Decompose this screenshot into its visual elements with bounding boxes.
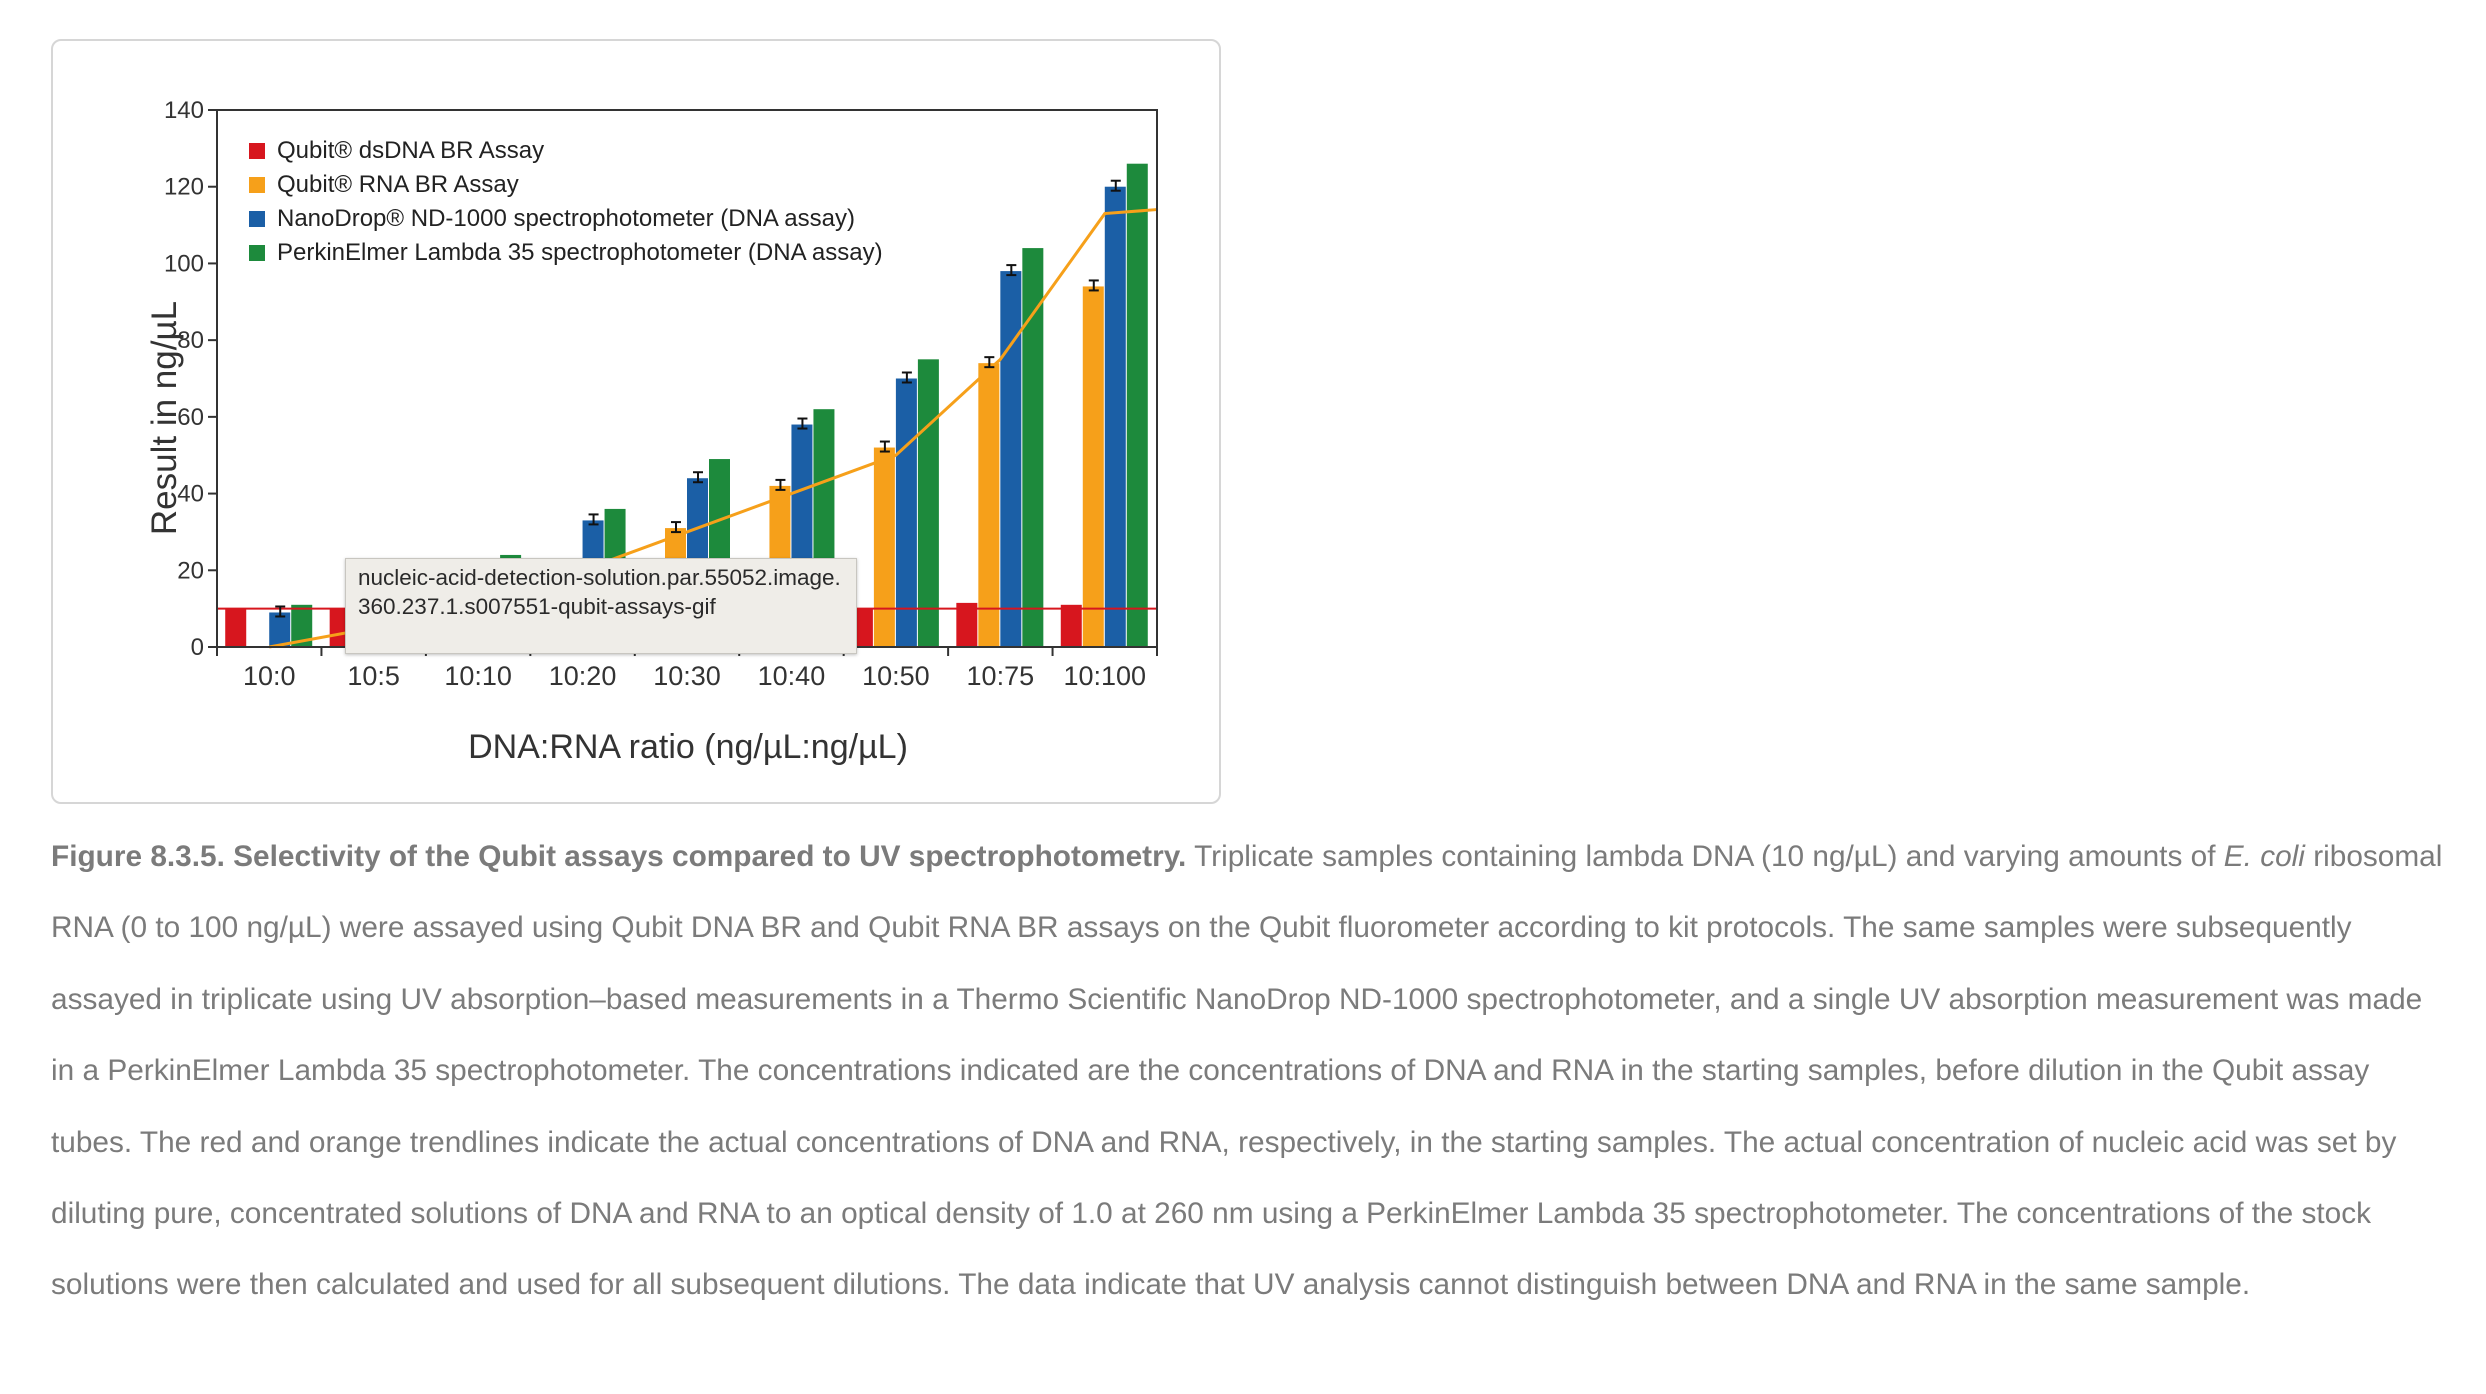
bar-series2-10-75 [978,363,1000,647]
error-bar-series3-9 [1110,179,1121,192]
y-tick-label-0: 0 [191,634,204,661]
x-tick-label-10-0: 10:0 [243,661,296,691]
error-bar-series3-1 [275,605,286,618]
legend-swatch-2 [249,177,265,193]
legend-swatch-1 [249,143,265,159]
legend-swatch-3 [249,211,265,227]
y-tick-label-120: 120 [164,174,204,201]
x-tick-label-10-30: 10:30 [653,661,721,691]
x-tick-label-10-10: 10:10 [444,661,512,691]
bar-series2-10-50 [873,447,895,647]
legend-label-3: NanoDrop® ND-1000 spectrophotometer (DNA… [277,205,855,232]
y-tick-label-20: 20 [177,557,204,584]
error-bar-series3-8 [1006,264,1017,277]
bar-series1-10-50 [851,608,873,647]
bar-series4-10-100 [1126,163,1148,647]
caption-text-2: ribosomal RNA (0 to 100 ng/µL) were assa… [51,840,2443,1302]
x-tick-label-10-5: 10:5 [347,661,400,691]
x-tick-label-10-40: 10:40 [758,661,826,691]
bar-series2-10-100 [1082,286,1104,647]
image-tooltip: nucleic-acid-detection-solution.par.5505… [345,558,857,654]
bar-series1-10-0 [225,608,247,647]
bar-series1-10-75 [956,602,978,647]
bar-series3-10-75 [1000,271,1022,647]
bar-series4-10-75 [1022,248,1044,648]
error-bar-series3-7 [901,371,912,384]
x-tick-label-10-20: 10:20 [549,661,617,691]
bar-series3-10-0 [269,612,291,647]
y-tick-label-60: 60 [177,404,204,431]
legend-label-1: Qubit® dsDNA BR Assay [277,137,544,164]
bar-series4-10-0 [291,604,313,647]
bar-series3-10-100 [1104,186,1126,647]
y-axis-label: Result in ng/µL [145,301,184,535]
legend-label-4: PerkinElmer Lambda 35 spectrophotometer … [277,239,883,266]
y-tick-label-80: 80 [177,327,204,354]
y-tick-label-140: 140 [164,97,204,124]
bar-series1-10-100 [1060,604,1082,647]
error-bar-series2-9 [1088,279,1099,292]
y-tick-label-100: 100 [164,250,204,277]
caption-text-1: Triplicate samples containing lambda DNA… [1186,840,2224,873]
bar-series4-10-50 [917,359,939,647]
error-bar-series3-6 [797,417,808,430]
legend-label-2: Qubit® RNA BR Assay [277,171,519,198]
error-bar-series2-7 [879,440,890,453]
error-bar-series2-6 [775,478,786,491]
error-bar-series2-8 [984,356,995,369]
figure-caption: Figure 8.3.5. Selectivity of the Qubit a… [51,821,2451,1321]
caption-italic: E. coli [2223,840,2305,873]
error-bar-series3-4 [588,513,599,526]
bar-series3-10-50 [895,378,917,647]
legend-swatch-4 [249,245,265,261]
figure-image: 0 20 40 60 80 100 120 140 10:0 10:5 10:10 10:20 10:3… [51,39,1221,804]
error-bar-series2-5 [671,521,681,534]
x-tick-label-10-50: 10:50 [862,661,930,691]
bar-chart: 0 20 40 60 80 100 120 140 10:0 10:5 10:10 10:20 10:3… [145,97,1158,766]
x-tick-label-10-100: 10:100 [1063,661,1146,691]
error-bar-series3-5 [693,471,703,484]
x-axis-label: DNA:RNA ratio (ng/µL:ng/µL) [468,728,908,766]
caption-title: Figure 8.3.5. Selectivity of the Qubit a… [51,840,1187,873]
y-tick-label-40: 40 [177,481,204,508]
x-tick-label-10-75: 10:75 [967,661,1035,691]
